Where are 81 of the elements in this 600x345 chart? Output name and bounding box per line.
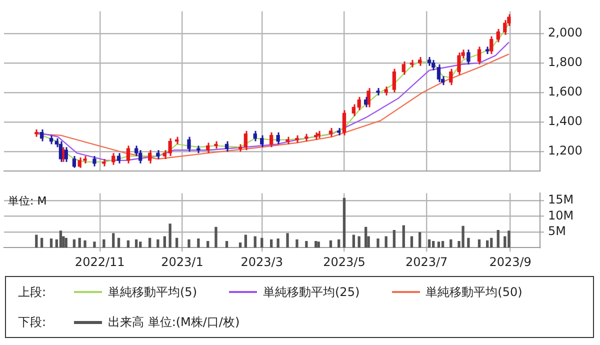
y-tick-label: 10M bbox=[548, 208, 574, 222]
bar bbox=[342, 198, 346, 248]
bar bbox=[437, 242, 440, 248]
bar bbox=[148, 238, 152, 248]
bar bbox=[214, 226, 218, 248]
y-tick-label: 15M bbox=[548, 192, 574, 207]
x-tick-label: 2023/5 bbox=[323, 254, 366, 269]
bar bbox=[286, 233, 289, 248]
bar bbox=[112, 233, 115, 248]
legend-label: 単純移動平均(25) bbox=[263, 284, 360, 300]
bar bbox=[276, 238, 280, 248]
bar bbox=[441, 240, 444, 248]
bar bbox=[467, 238, 470, 248]
bar bbox=[432, 240, 435, 248]
bar bbox=[126, 240, 130, 248]
bar bbox=[392, 230, 396, 248]
bar bbox=[486, 240, 489, 248]
bar bbox=[50, 238, 53, 248]
bar bbox=[40, 238, 44, 248]
legend-title: 下段: bbox=[18, 314, 48, 330]
bar bbox=[402, 225, 405, 248]
bar bbox=[260, 238, 264, 248]
bar bbox=[462, 226, 464, 248]
bar bbox=[139, 242, 142, 248]
bar bbox=[254, 236, 256, 248]
bar bbox=[175, 238, 178, 248]
bar bbox=[163, 236, 166, 248]
bar bbox=[102, 239, 106, 248]
bar bbox=[270, 239, 273, 248]
x-tick-label: 2023/3 bbox=[240, 254, 283, 269]
y-tick-label: 5M bbox=[548, 224, 566, 238]
bar bbox=[197, 238, 200, 248]
bar bbox=[428, 239, 431, 248]
x-tick-label: 2023/7 bbox=[405, 254, 448, 269]
y-tick-label: 1,400 bbox=[548, 114, 582, 128]
bar bbox=[418, 232, 422, 248]
y-tick-label: 1,200 bbox=[548, 144, 582, 158]
bar bbox=[134, 239, 138, 248]
legend-label: 単純移動平均(50) bbox=[426, 284, 522, 300]
bar bbox=[478, 239, 481, 248]
bar bbox=[338, 239, 340, 248]
bar bbox=[508, 230, 510, 248]
bar bbox=[188, 239, 190, 248]
bar bbox=[72, 239, 76, 248]
bar bbox=[305, 240, 308, 248]
bar bbox=[168, 224, 172, 248]
bar bbox=[225, 240, 228, 248]
legend-title: 上段: bbox=[18, 284, 48, 300]
bar bbox=[238, 242, 242, 248]
bar bbox=[352, 234, 356, 248]
bar bbox=[84, 240, 86, 248]
bar bbox=[317, 242, 320, 248]
bar bbox=[410, 236, 414, 248]
x-tick-label: 2023/1 bbox=[161, 254, 204, 269]
annotation: 単位: M bbox=[8, 194, 47, 208]
y-tick-label: 1,800 bbox=[548, 55, 582, 70]
x-tick-label: 2023/9 bbox=[489, 254, 532, 269]
legend-label: 出来高 単位:(M株/口/枚) bbox=[108, 314, 240, 330]
bar bbox=[93, 242, 96, 248]
legend-label: 単純移動平均(5) bbox=[108, 284, 197, 300]
bar bbox=[244, 234, 248, 248]
bar bbox=[117, 238, 120, 248]
bar bbox=[78, 238, 81, 248]
bar bbox=[450, 239, 452, 248]
y-tick-label: 2,000 bbox=[548, 25, 582, 40]
bar bbox=[384, 236, 388, 248]
bar bbox=[156, 239, 160, 248]
bar bbox=[59, 230, 62, 248]
bar bbox=[314, 240, 318, 248]
bar bbox=[296, 239, 298, 248]
bar bbox=[376, 238, 380, 248]
bar bbox=[329, 240, 332, 248]
bar bbox=[64, 238, 68, 248]
bar bbox=[496, 230, 500, 248]
bar bbox=[490, 238, 493, 248]
bar bbox=[364, 226, 368, 248]
bar bbox=[358, 236, 360, 248]
x-tick-label: 2022/11 bbox=[74, 254, 125, 269]
y-tick-label: 1,600 bbox=[548, 84, 582, 99]
bar bbox=[35, 234, 38, 248]
bar bbox=[206, 240, 210, 248]
